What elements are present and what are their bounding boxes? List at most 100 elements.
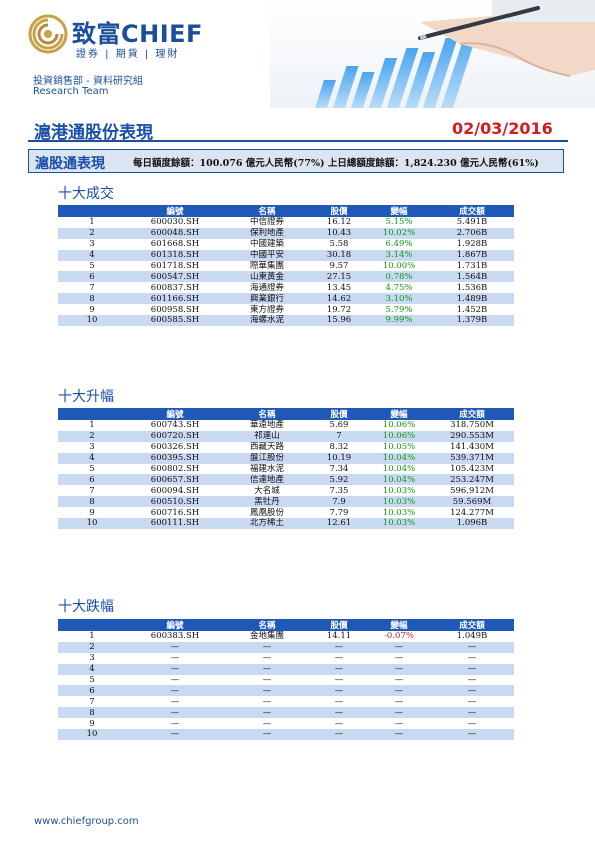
- cell-rank: 6: [58, 474, 126, 486]
- section-title-top-turnover: 十大成交: [58, 186, 114, 202]
- cell-code: 600585.SH: [126, 315, 224, 326]
- cell-turnover: —: [430, 685, 514, 697]
- cell-turnover: 1.536B: [430, 282, 514, 294]
- cell-name: 東方證券: [224, 304, 310, 316]
- column-header-change: 變幅: [368, 619, 430, 631]
- cell-name: 興業銀行: [224, 293, 310, 305]
- cell-rank: 9: [58, 718, 126, 730]
- cell-change: 10.04%: [368, 474, 430, 486]
- column-header-rank: [58, 408, 126, 420]
- cell-code: —: [126, 718, 224, 730]
- cell-change: —: [368, 663, 430, 675]
- quota-title: 滬股通表現: [35, 156, 105, 172]
- cell-code: 600547.SH: [126, 271, 224, 283]
- cell-turnover: 1.049B: [430, 631, 514, 642]
- cell-code: —: [126, 685, 224, 697]
- cell-code: —: [126, 707, 224, 719]
- cell-turnover: —: [430, 707, 514, 719]
- cell-change: —: [368, 707, 430, 719]
- cell-name: 大名城: [224, 485, 310, 497]
- cell-code: 600837.SH: [126, 282, 224, 294]
- column-header-change: 變幅: [368, 205, 430, 217]
- table-top-turnover: 編號 名稱 股價 變幅 成交額 1 600030.SH 中信證券 16.12 5.15%…: [58, 205, 514, 326]
- cell-turnover: 539.371M: [430, 452, 514, 464]
- cell-rank: 2: [58, 430, 126, 442]
- cell-code: 601166.SH: [126, 293, 224, 305]
- cell-rank: 3: [58, 238, 126, 250]
- cell-price: —: [310, 696, 368, 708]
- cell-turnover: 1.731B: [430, 260, 514, 272]
- quota-summary-bar: 滬股通表現 每日額度餘額：100.076 億元人民幣(77%) 上日總額度餘額：…: [28, 149, 564, 173]
- cell-change: 10.06%: [368, 430, 430, 442]
- cell-price: —: [310, 707, 368, 719]
- column-header-turnover: 成交額: [430, 205, 514, 217]
- column-header-code: 編號: [126, 205, 224, 217]
- title-divider: [28, 140, 568, 142]
- cell-rank: 8: [58, 293, 126, 305]
- table-row: 8 600510.SH 黑牡丹 7.9 10.03% 59.569M: [58, 496, 514, 508]
- cell-change: 10.00%: [368, 260, 430, 272]
- cell-rank: 5: [58, 463, 126, 475]
- table-top-gainers: 編號 名稱 股價 變幅 成交額 1 600743.SH 華遠地產 5.69 10.06%…: [58, 408, 514, 529]
- table-row: 8— — — — —: [58, 707, 514, 719]
- cell-rank: 8: [58, 496, 126, 508]
- cell-change: —: [368, 718, 430, 730]
- cell-name: 福建水泥: [224, 463, 310, 475]
- cell-turnover: 596.912M: [430, 485, 514, 497]
- cell-code: —: [126, 696, 224, 708]
- cell-rank: 5: [58, 674, 126, 686]
- column-header-turnover: 成交額: [430, 408, 514, 420]
- cell-name: 中國平安: [224, 249, 310, 261]
- cell-turnover: 1.452B: [430, 304, 514, 316]
- cell-name: —: [224, 685, 310, 697]
- cell-name: 西藏天路: [224, 441, 310, 453]
- footer-website-link[interactable]: www.chiefgroup.com: [34, 816, 139, 827]
- cell-code: 600048.SH: [126, 227, 224, 239]
- cell-rank: 6: [58, 685, 126, 697]
- cell-change: 10.03%: [368, 496, 430, 508]
- cell-change: 10.05%: [368, 441, 430, 453]
- cell-price: 7.35: [310, 485, 368, 497]
- cell-code: 600111.SH: [126, 518, 224, 529]
- team-name: Research Team: [33, 86, 109, 97]
- cell-turnover: 1.096B: [430, 518, 514, 529]
- cell-code: 600657.SH: [126, 474, 224, 486]
- department-name: 投資銷售部 - 資料研究組: [33, 76, 143, 87]
- column-header-price: 股價: [310, 205, 368, 217]
- cell-price: —: [310, 718, 368, 730]
- brand-name: 致富CHIEF: [72, 20, 203, 48]
- column-header-rank: [58, 205, 126, 217]
- cell-name: —: [224, 729, 310, 740]
- table-row: 2— — — — —: [58, 641, 514, 653]
- cell-rank: 4: [58, 452, 126, 464]
- column-header-price: 股價: [310, 619, 368, 631]
- cell-rank: 4: [58, 663, 126, 675]
- table-row: 6 600547.SH 山東黃金 27.15 0.78% 1.564B: [58, 271, 514, 283]
- cell-turnover: 124.277M: [430, 507, 514, 519]
- table-row: 5— — — — —: [58, 674, 514, 686]
- cell-code: 600743.SH: [126, 420, 224, 431]
- cell-code: 601668.SH: [126, 238, 224, 250]
- table-row: 6— — — — —: [58, 685, 514, 697]
- cell-turnover: 59.569M: [430, 496, 514, 508]
- cell-code: 601718.SH: [126, 260, 224, 272]
- table-row: 4 600395.SH 盤江股份 10.19 10.04% 539.371M: [58, 452, 514, 464]
- cell-price: 7: [310, 430, 368, 442]
- cell-change: 5.79%: [368, 304, 430, 316]
- report-date: 02/03/2016: [452, 119, 553, 138]
- table-row: 2 600048.SH 保利地產 10.43 10.02% 2.706B: [58, 227, 514, 239]
- cell-turnover: —: [430, 663, 514, 675]
- cell-rank: 1: [58, 631, 126, 642]
- column-header-rank: [58, 619, 126, 631]
- cell-turnover: 141.430M: [430, 441, 514, 453]
- cell-turnover: —: [430, 674, 514, 686]
- cell-price: 19.72: [310, 304, 368, 316]
- table-header-row: 編號 名稱 股價 變幅 成交額: [58, 619, 514, 631]
- cell-rank: 8: [58, 707, 126, 719]
- cell-rank: 10: [58, 729, 126, 740]
- table-row: 8 601166.SH 興業銀行 14.62 3.10% 1.489B: [58, 293, 514, 305]
- section-title-top-losers: 十大跌幅: [58, 599, 114, 615]
- cell-rank: 6: [58, 271, 126, 283]
- cell-name: —: [224, 718, 310, 730]
- cell-code: 600094.SH: [126, 485, 224, 497]
